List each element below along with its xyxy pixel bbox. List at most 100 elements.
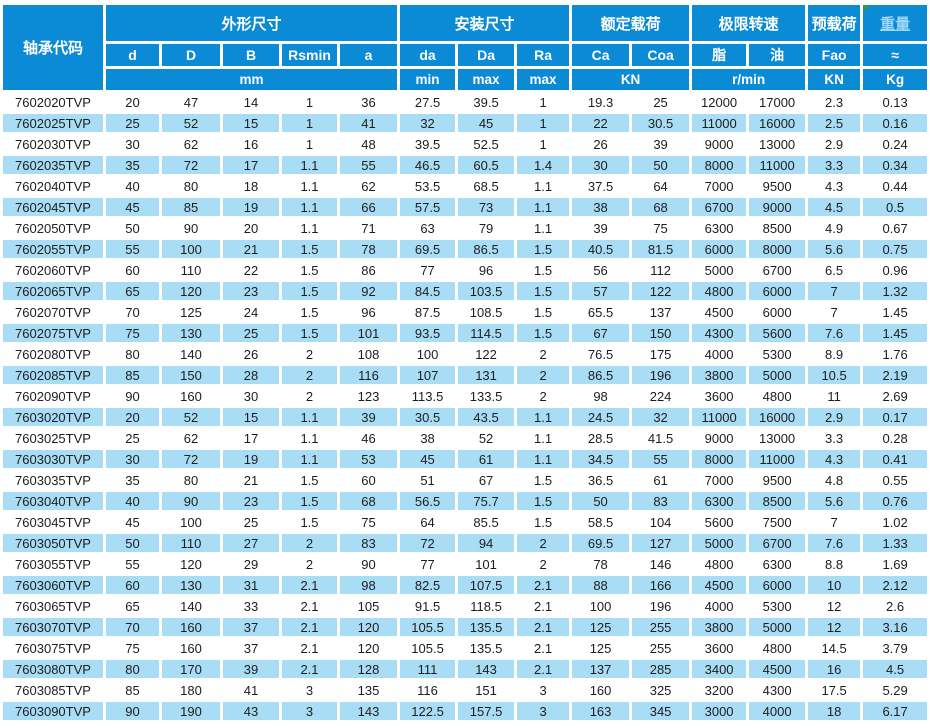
table-cell: 135 bbox=[340, 681, 398, 699]
table-cell: 163 bbox=[572, 702, 630, 720]
bearing-code-cell: 7602085TVP bbox=[3, 366, 103, 384]
table-cell: 0.76 bbox=[863, 492, 928, 510]
table-cell: 56.5 bbox=[400, 492, 456, 510]
table-cell: 1.45 bbox=[863, 324, 928, 342]
table-cell: 9000 bbox=[692, 135, 747, 153]
table-cell: 135.5 bbox=[458, 639, 515, 657]
table-cell: 5000 bbox=[749, 618, 806, 636]
table-cell: 105.5 bbox=[400, 639, 456, 657]
table-cell: 6300 bbox=[692, 219, 747, 237]
table-cell: 85 bbox=[162, 198, 220, 216]
bearing-code-cell: 7603045TVP bbox=[3, 513, 103, 531]
table-cell: 2.1 bbox=[282, 597, 337, 615]
table-cell: 83 bbox=[340, 534, 398, 552]
table-cell: 43 bbox=[223, 702, 279, 720]
table-cell: 1.1 bbox=[282, 408, 337, 426]
table-cell: 7.6 bbox=[808, 534, 861, 552]
bearing-code-cell: 7602055TVP bbox=[3, 240, 103, 258]
table-cell: 88 bbox=[572, 576, 630, 594]
table-cell: 2 bbox=[517, 366, 570, 384]
table-cell: 39.5 bbox=[400, 135, 456, 153]
table-cell: 2.6 bbox=[863, 597, 928, 615]
table-cell: 46.5 bbox=[400, 156, 456, 174]
table-cell: 122 bbox=[632, 282, 690, 300]
table-cell: 86.5 bbox=[458, 240, 515, 258]
table-cell: 81.5 bbox=[632, 240, 690, 258]
table-cell: 2.1 bbox=[517, 597, 570, 615]
table-cell: 5000 bbox=[749, 366, 806, 384]
table-cell: 71 bbox=[340, 219, 398, 237]
table-cell: 11000 bbox=[692, 408, 747, 426]
table-cell: 120 bbox=[162, 282, 220, 300]
table-cell: 9500 bbox=[749, 177, 806, 195]
table-cell: 0.41 bbox=[863, 450, 928, 468]
table-cell: 0.16 bbox=[863, 114, 928, 132]
table-cell: 3800 bbox=[692, 618, 747, 636]
table-cell: 2.9 bbox=[808, 135, 861, 153]
table-cell: 4.5 bbox=[863, 660, 928, 678]
table-cell: 72 bbox=[400, 534, 456, 552]
table-cell: 2.1 bbox=[282, 639, 337, 657]
table-cell: 130 bbox=[162, 324, 220, 342]
table-cell: 3600 bbox=[692, 639, 747, 657]
col-header-Ra: Ra bbox=[517, 44, 570, 66]
col-group-weight: 重量 bbox=[863, 5, 928, 41]
table-cell: 16 bbox=[223, 135, 279, 153]
table-cell: 75 bbox=[340, 513, 398, 531]
bearing-code-cell: 7602070TVP bbox=[3, 303, 103, 321]
table-cell: 1.5 bbox=[517, 471, 570, 489]
table-cell: 1.5 bbox=[282, 240, 337, 258]
table-cell: 65 bbox=[106, 597, 159, 615]
table-cell: 140 bbox=[162, 597, 220, 615]
table-cell: 7 bbox=[808, 513, 861, 531]
table-cell: 8.8 bbox=[808, 555, 861, 573]
table-cell: 2.9 bbox=[808, 408, 861, 426]
table-cell: 7 bbox=[808, 303, 861, 321]
table-cell: 17.5 bbox=[808, 681, 861, 699]
table-cell: 150 bbox=[162, 366, 220, 384]
table-cell: 0.13 bbox=[863, 93, 928, 111]
table-cell: 64 bbox=[632, 177, 690, 195]
table-cell: 4500 bbox=[692, 576, 747, 594]
table-cell: 50 bbox=[106, 219, 159, 237]
table-cell: 46 bbox=[340, 429, 398, 447]
table-cell: 61 bbox=[458, 450, 515, 468]
table-cell: 53.5 bbox=[400, 177, 456, 195]
bearing-code-cell: 7602065TVP bbox=[3, 282, 103, 300]
table-cell: 17 bbox=[223, 156, 279, 174]
table-cell: 1.76 bbox=[863, 345, 928, 363]
table-cell: 196 bbox=[632, 366, 690, 384]
table-cell: 98 bbox=[572, 387, 630, 405]
table-cell: 3 bbox=[282, 702, 337, 720]
table-cell: 65.5 bbox=[572, 303, 630, 321]
table-row: 7603085TVP 85 180 41 3 135 116 151 3 160 325 3200 43… bbox=[3, 681, 928, 699]
table-cell: 0.17 bbox=[863, 408, 928, 426]
table-cell: 11000 bbox=[749, 450, 806, 468]
table-cell: 77 bbox=[400, 555, 456, 573]
table-cell: 63 bbox=[400, 219, 456, 237]
weight-link[interactable]: 重量 bbox=[880, 15, 911, 33]
table-cell: 6.5 bbox=[808, 261, 861, 279]
table-cell: 94 bbox=[458, 534, 515, 552]
table-cell: 30 bbox=[106, 450, 159, 468]
table-cell: 255 bbox=[632, 618, 690, 636]
table-cell: 1.5 bbox=[282, 324, 337, 342]
table-cell: 8000 bbox=[749, 240, 806, 258]
table-cell: 175 bbox=[632, 345, 690, 363]
table-cell: 104 bbox=[632, 513, 690, 531]
table-cell: 112 bbox=[632, 261, 690, 279]
table-cell: 70 bbox=[106, 618, 159, 636]
table-cell: 5.6 bbox=[808, 492, 861, 510]
table-cell: 39 bbox=[632, 135, 690, 153]
table-row: 7603075TVP 75 160 37 2.1 120 105.5 135.5 2.1 125 2… bbox=[3, 639, 928, 657]
table-cell: 100 bbox=[162, 513, 220, 531]
table-cell: 8000 bbox=[692, 156, 747, 174]
table-cell: 90 bbox=[106, 387, 159, 405]
table-cell: 1.5 bbox=[282, 513, 337, 531]
col-group-preload: 预载荷 bbox=[808, 5, 861, 41]
table-cell: 50 bbox=[632, 156, 690, 174]
table-cell: 170 bbox=[162, 660, 220, 678]
table-cell: 62 bbox=[162, 135, 220, 153]
table-cell: 2.1 bbox=[282, 660, 337, 678]
table-cell: 67 bbox=[458, 471, 515, 489]
